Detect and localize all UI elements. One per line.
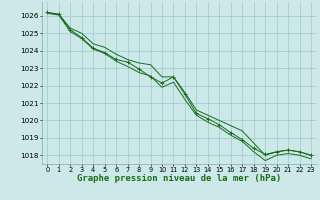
X-axis label: Graphe pression niveau de la mer (hPa): Graphe pression niveau de la mer (hPa) [77,174,281,183]
